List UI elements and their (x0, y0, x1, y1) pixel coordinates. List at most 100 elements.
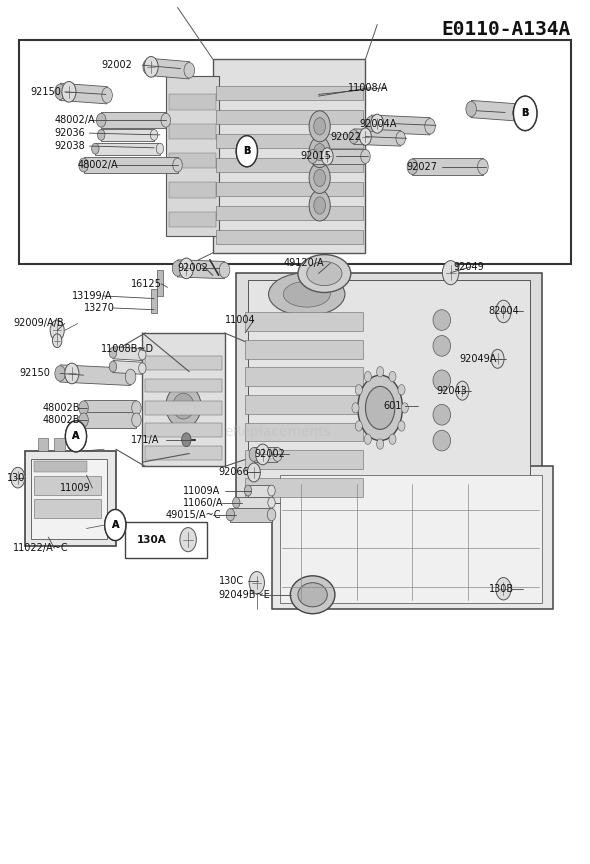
Bar (248, 281, 530, 503)
Text: 49015/A~C: 49015/A~C (166, 510, 221, 519)
Bar (216, 158, 362, 172)
Circle shape (65, 421, 87, 452)
Text: B: B (522, 108, 529, 118)
Text: 11008B~D: 11008B~D (101, 345, 155, 354)
Circle shape (513, 96, 537, 130)
Text: 92150: 92150 (31, 86, 61, 97)
Circle shape (396, 131, 405, 145)
Bar (34, 461, 87, 472)
Polygon shape (60, 365, 131, 385)
Circle shape (355, 421, 362, 431)
Polygon shape (248, 485, 271, 497)
Circle shape (55, 365, 65, 381)
Circle shape (255, 444, 270, 465)
Text: 92002: 92002 (178, 264, 208, 273)
Text: 11009: 11009 (60, 483, 91, 493)
Bar (151, 289, 157, 313)
Text: 130C: 130C (219, 576, 244, 586)
Bar (169, 124, 216, 139)
Bar (216, 134, 362, 148)
Text: 48002B: 48002B (42, 415, 80, 425)
Circle shape (371, 114, 384, 133)
Polygon shape (178, 260, 225, 279)
Circle shape (309, 190, 330, 221)
Circle shape (314, 169, 326, 187)
Circle shape (132, 413, 141, 427)
Text: B: B (243, 146, 251, 156)
Text: A: A (112, 520, 119, 530)
Bar (245, 312, 362, 331)
Text: 171/A: 171/A (130, 435, 159, 445)
Bar (145, 423, 222, 437)
Bar (34, 476, 101, 495)
Bar (216, 206, 362, 220)
Bar (71, 438, 81, 451)
Circle shape (50, 320, 64, 340)
Circle shape (407, 159, 418, 175)
Circle shape (513, 105, 523, 120)
Circle shape (389, 372, 396, 382)
Circle shape (65, 421, 87, 452)
Bar (54, 438, 65, 451)
Circle shape (156, 143, 163, 154)
Circle shape (442, 261, 459, 285)
Text: 601: 601 (383, 401, 401, 411)
Bar (142, 333, 225, 467)
Circle shape (91, 143, 99, 154)
Circle shape (182, 433, 191, 447)
Circle shape (139, 349, 146, 360)
Polygon shape (231, 508, 271, 522)
Circle shape (173, 158, 182, 172)
Circle shape (376, 439, 384, 449)
Bar (245, 422, 362, 442)
Circle shape (456, 381, 469, 400)
Bar (169, 182, 216, 198)
Polygon shape (101, 112, 166, 128)
Ellipse shape (173, 393, 194, 419)
Circle shape (144, 56, 158, 77)
Circle shape (97, 130, 105, 140)
Circle shape (358, 375, 402, 441)
Circle shape (105, 510, 126, 541)
Circle shape (79, 413, 88, 427)
Text: B: B (522, 108, 529, 118)
Ellipse shape (433, 335, 451, 356)
Ellipse shape (433, 309, 451, 330)
Text: 13199/A: 13199/A (72, 291, 112, 301)
Polygon shape (236, 497, 271, 509)
Circle shape (496, 577, 511, 600)
Circle shape (102, 87, 112, 103)
Polygon shape (113, 360, 143, 374)
Text: 92009/A/B: 92009/A/B (13, 319, 64, 328)
Bar (31, 459, 107, 539)
Bar (38, 438, 48, 451)
Bar (280, 475, 542, 602)
Circle shape (236, 136, 257, 167)
Text: 11022/A~C: 11022/A~C (13, 543, 69, 553)
Circle shape (150, 130, 158, 140)
Text: 92049A: 92049A (460, 353, 497, 364)
Circle shape (322, 148, 333, 165)
Circle shape (349, 130, 359, 143)
Ellipse shape (298, 255, 351, 293)
Text: 92004A: 92004A (359, 118, 397, 129)
Circle shape (496, 300, 511, 322)
Bar (166, 76, 219, 236)
Bar (169, 212, 216, 227)
Text: 130B: 130B (489, 584, 514, 594)
Circle shape (360, 149, 370, 163)
Text: A: A (112, 520, 119, 530)
Circle shape (365, 386, 395, 429)
Text: 92027: 92027 (407, 162, 438, 172)
Bar (245, 340, 362, 359)
Circle shape (249, 571, 264, 594)
Ellipse shape (298, 582, 327, 607)
Circle shape (309, 162, 330, 194)
Circle shape (359, 128, 371, 145)
Circle shape (161, 113, 171, 127)
Polygon shape (113, 346, 143, 360)
Polygon shape (148, 58, 189, 79)
Bar (34, 499, 101, 518)
Circle shape (79, 158, 88, 172)
Text: 48002B: 48002B (42, 403, 80, 413)
